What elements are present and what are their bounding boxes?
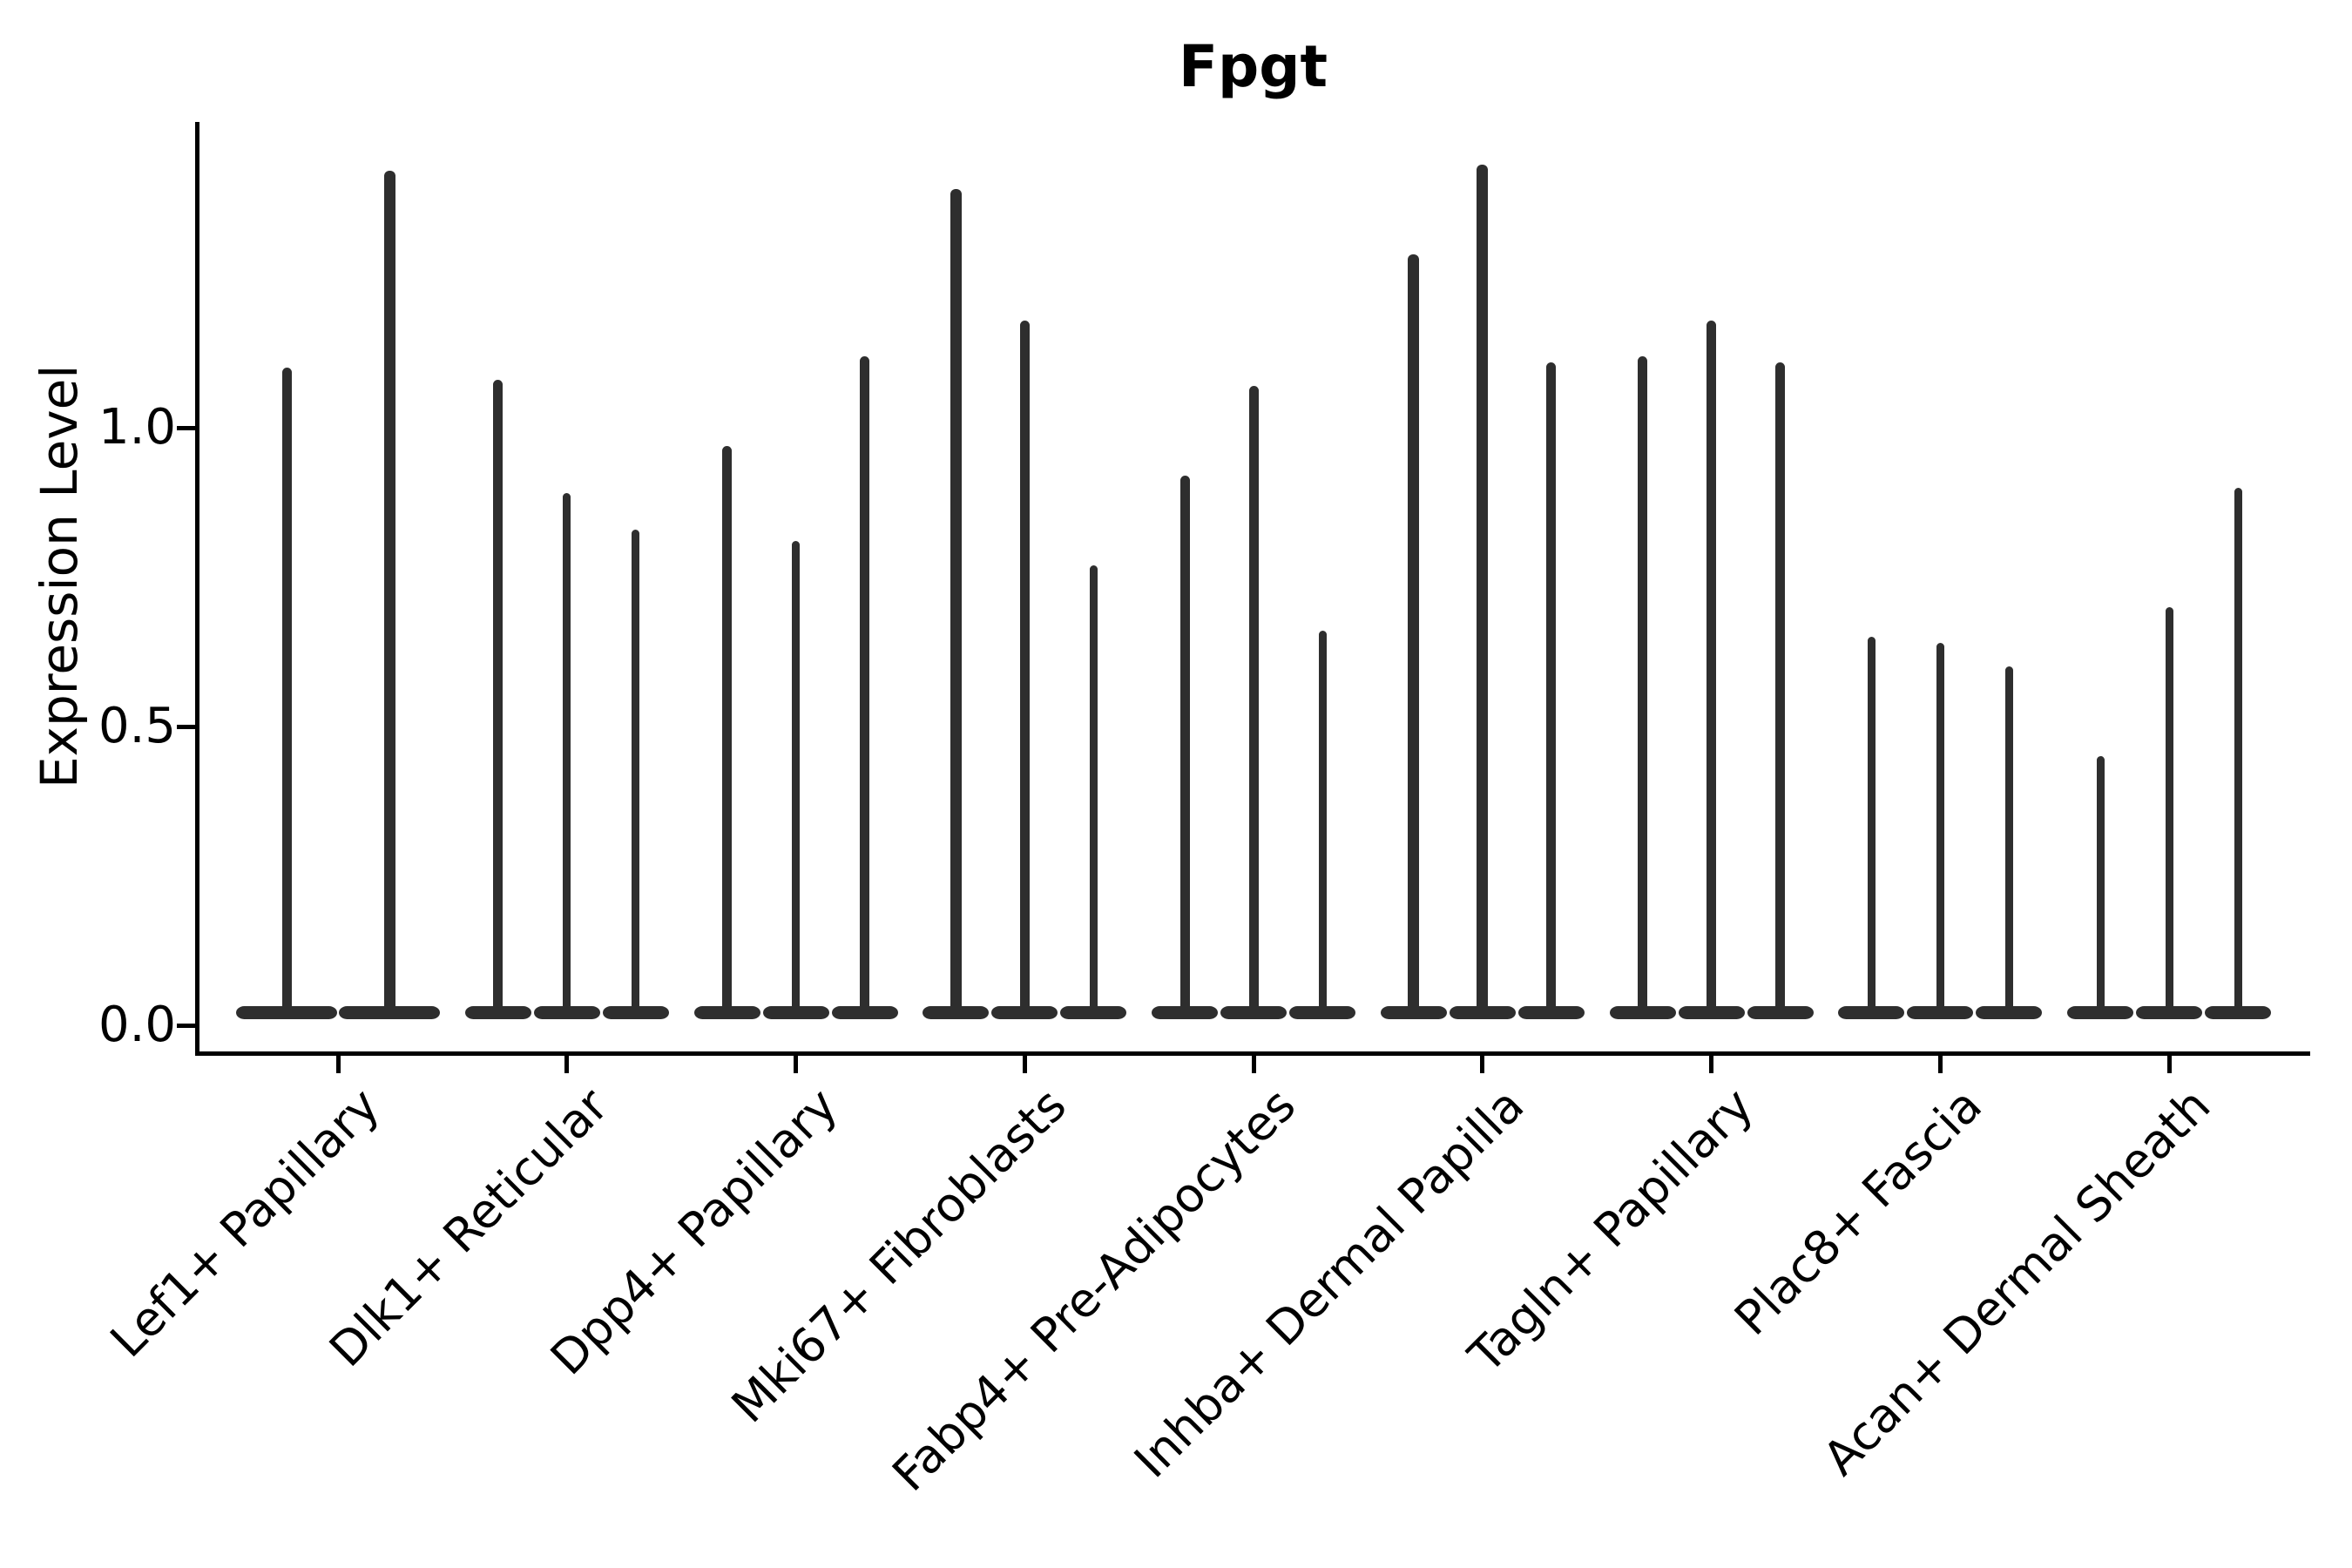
violin-body bbox=[236, 1006, 337, 1019]
violin-body bbox=[2136, 1006, 2202, 1019]
x-tick-label: Plac8+ Fascia bbox=[1724, 1078, 1992, 1346]
violin-body bbox=[762, 1006, 829, 1019]
x-tick-mark bbox=[1251, 1056, 1256, 1073]
violin-stem bbox=[1707, 320, 1716, 1012]
violin-stem bbox=[792, 541, 800, 1012]
violin-stem bbox=[1546, 362, 1557, 1012]
violin-stem bbox=[2234, 487, 2242, 1012]
violin-stem bbox=[2165, 606, 2173, 1012]
y-axis-line bbox=[195, 122, 199, 1056]
y-tick-label: 0.5 bbox=[98, 698, 176, 754]
x-tick-mark bbox=[1937, 1056, 1943, 1073]
violin-body bbox=[533, 1006, 600, 1019]
violin-body bbox=[1449, 1006, 1516, 1019]
violin-stem bbox=[1775, 362, 1785, 1012]
y-tick-mark bbox=[177, 724, 195, 729]
violin-body bbox=[339, 1006, 440, 1019]
x-axis-line bbox=[195, 1051, 2310, 1056]
violin-stem bbox=[2004, 666, 2013, 1012]
violin-body bbox=[1517, 1006, 1585, 1019]
y-tick-label: 1.0 bbox=[98, 399, 176, 456]
violin-body bbox=[1747, 1006, 1814, 1019]
violin-body bbox=[1678, 1006, 1745, 1019]
violin-body bbox=[1220, 1006, 1287, 1019]
violin-stem bbox=[1019, 320, 1030, 1012]
violin-stem bbox=[1179, 475, 1190, 1012]
violin-stem bbox=[632, 529, 640, 1012]
violin-body bbox=[1152, 1006, 1218, 1019]
violin-stem bbox=[2096, 756, 2105, 1012]
violin-stem bbox=[950, 188, 962, 1012]
violin-stem bbox=[1867, 637, 1876, 1012]
violin-body bbox=[464, 1006, 531, 1019]
x-tick-label: Fabp4+ Pre-Adipocytes bbox=[881, 1078, 1306, 1502]
violin-stem bbox=[1408, 254, 1420, 1012]
violin-body bbox=[1838, 1006, 1905, 1019]
y-tick-mark bbox=[177, 425, 195, 430]
y-tick-mark bbox=[177, 1023, 195, 1028]
violin-body bbox=[923, 1006, 990, 1019]
violin-stem bbox=[383, 171, 395, 1012]
x-tick-mark bbox=[1709, 1056, 1713, 1073]
violin-stem bbox=[1248, 385, 1259, 1012]
violin-body bbox=[2067, 1006, 2133, 1019]
x-tick-mark bbox=[794, 1056, 798, 1073]
x-tick-mark bbox=[335, 1056, 341, 1073]
violin-stem bbox=[1477, 165, 1489, 1012]
violin-body bbox=[1380, 1006, 1447, 1019]
x-tick-label: Inhba+ Dermal Papilla bbox=[1124, 1078, 1535, 1489]
violin-stem bbox=[722, 445, 732, 1012]
violin-body bbox=[1907, 1006, 1974, 1019]
violin-stem bbox=[1936, 642, 1944, 1012]
x-tick-mark bbox=[564, 1056, 570, 1073]
violin-body bbox=[602, 1006, 669, 1019]
violin-body bbox=[2205, 1006, 2271, 1019]
violin-stem bbox=[1638, 355, 1647, 1012]
violin-stem bbox=[281, 368, 292, 1012]
chart-title: Fpgt bbox=[1178, 33, 1328, 100]
violin-stem bbox=[860, 355, 869, 1012]
violin-body bbox=[1976, 1006, 2043, 1019]
violin-stem bbox=[563, 493, 571, 1012]
x-tick-mark bbox=[1022, 1056, 1027, 1073]
violin-body bbox=[831, 1006, 898, 1019]
violin-body bbox=[1060, 1006, 1127, 1019]
violin-stem bbox=[493, 380, 504, 1012]
violin-body bbox=[693, 1006, 760, 1019]
x-tick-mark bbox=[1480, 1056, 1485, 1073]
x-tick-mark bbox=[2166, 1056, 2172, 1073]
violin-stem bbox=[1318, 631, 1327, 1012]
x-tick-label: Acan+ Dermal Sheath bbox=[1813, 1078, 2221, 1486]
violin-stem bbox=[1089, 564, 1098, 1012]
violin-body bbox=[1289, 1006, 1355, 1019]
violin-body bbox=[991, 1006, 1058, 1019]
y-tick-label: 0.0 bbox=[98, 997, 176, 1053]
violin-body bbox=[1609, 1006, 1676, 1019]
